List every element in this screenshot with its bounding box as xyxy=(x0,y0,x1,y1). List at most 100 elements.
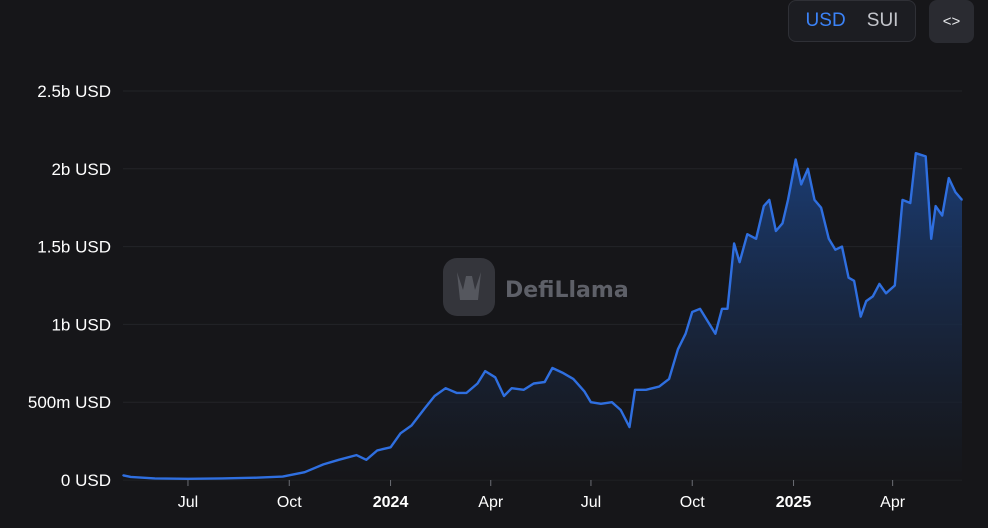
y-tick-label: 500m USD xyxy=(28,393,111,412)
data-point xyxy=(834,248,837,251)
data-point xyxy=(794,158,797,161)
x-tick-label: Oct xyxy=(680,494,705,511)
data-point xyxy=(677,348,679,351)
defillama-watermark: DefiLlama xyxy=(443,258,629,316)
data-point xyxy=(154,477,156,480)
data-point xyxy=(763,205,765,207)
llama-logo-icon xyxy=(443,258,495,316)
data-point xyxy=(691,311,693,313)
x-tick-label: Jul xyxy=(178,494,198,511)
data-point xyxy=(853,280,855,282)
data-point xyxy=(523,389,525,391)
data-point xyxy=(684,332,687,335)
data-point xyxy=(746,233,749,235)
data-point xyxy=(924,155,927,158)
data-point xyxy=(484,370,487,372)
data-point xyxy=(590,401,592,404)
data-point xyxy=(706,320,709,323)
y-tick-label: 2b USD xyxy=(51,160,111,179)
data-point xyxy=(583,390,586,393)
data-point xyxy=(733,242,735,245)
data-point xyxy=(365,459,368,461)
data-point xyxy=(221,477,223,480)
data-point xyxy=(775,230,777,232)
data-point xyxy=(634,389,636,391)
data-point xyxy=(668,378,670,380)
data-point xyxy=(807,168,809,170)
data-point xyxy=(699,308,701,310)
data-point xyxy=(444,387,447,390)
x-axis: Jul Oct 2024 Apr Jul Oct 2025 Apr xyxy=(178,480,906,511)
data-point xyxy=(129,476,132,478)
x-tick-label: Apr xyxy=(478,494,504,511)
data-point xyxy=(455,392,458,394)
data-point xyxy=(543,381,546,383)
data-point xyxy=(322,463,325,466)
data-point xyxy=(281,475,284,478)
data-point xyxy=(738,261,741,264)
y-tick-label: 2.5b USD xyxy=(37,82,111,101)
data-point xyxy=(399,432,402,435)
data-point xyxy=(551,367,554,369)
data-point xyxy=(872,295,874,298)
x-tick-label: Apr xyxy=(880,494,906,511)
data-point xyxy=(619,409,622,411)
code-brackets-icon: <> xyxy=(942,13,961,30)
data-point xyxy=(813,199,816,201)
y-tick-label: 1b USD xyxy=(51,315,111,334)
data-point xyxy=(658,385,660,388)
data-point xyxy=(865,300,867,302)
data-point xyxy=(878,283,881,285)
data-point xyxy=(510,387,513,390)
data-point xyxy=(909,202,912,204)
y-tick-label: 1.5b USD xyxy=(37,238,111,257)
data-point xyxy=(859,315,862,318)
data-point xyxy=(645,389,647,391)
y-axis: 0 USD 500m USD 1b USD 1.5b USD 2b USD 2.5b US… xyxy=(28,82,111,490)
data-point xyxy=(376,449,379,452)
data-point xyxy=(423,407,426,410)
data-point xyxy=(726,308,729,310)
embed-button[interactable]: <> xyxy=(929,0,974,43)
data-point xyxy=(503,395,505,397)
data-point xyxy=(828,238,830,240)
data-point xyxy=(122,474,124,477)
data-point xyxy=(941,214,943,217)
data-point xyxy=(572,378,575,380)
x-tick-label: Oct xyxy=(277,494,302,511)
data-point xyxy=(561,371,564,374)
data-point xyxy=(800,183,802,186)
x-tick-label: 2025 xyxy=(776,494,812,511)
data-point xyxy=(954,191,957,193)
data-point xyxy=(841,245,843,248)
toggle-usd[interactable]: USD xyxy=(805,10,846,31)
data-point xyxy=(820,206,822,209)
data-point xyxy=(187,478,189,480)
series-area xyxy=(123,153,962,480)
data-point xyxy=(768,199,771,201)
data-point xyxy=(915,152,917,154)
data-point xyxy=(894,284,896,287)
data-point xyxy=(847,276,850,279)
data-point xyxy=(433,395,436,397)
data-point xyxy=(255,476,257,479)
data-point xyxy=(338,459,340,461)
data-point xyxy=(611,401,613,404)
y-tick-label: 0 USD xyxy=(61,471,111,490)
data-point xyxy=(787,199,789,201)
x-tick-label: 2024 xyxy=(373,494,409,511)
data-point xyxy=(389,446,392,449)
data-point xyxy=(781,222,784,225)
data-point xyxy=(930,238,932,240)
data-point xyxy=(410,424,413,427)
currency-toggle: USD SUI xyxy=(788,0,916,42)
data-point xyxy=(755,238,757,240)
data-point xyxy=(465,392,468,394)
data-point xyxy=(721,308,723,310)
data-point xyxy=(885,292,887,295)
data-point xyxy=(948,177,950,179)
toggle-sui[interactable]: SUI xyxy=(866,10,899,31)
data-point xyxy=(600,403,602,405)
data-point xyxy=(628,426,631,428)
